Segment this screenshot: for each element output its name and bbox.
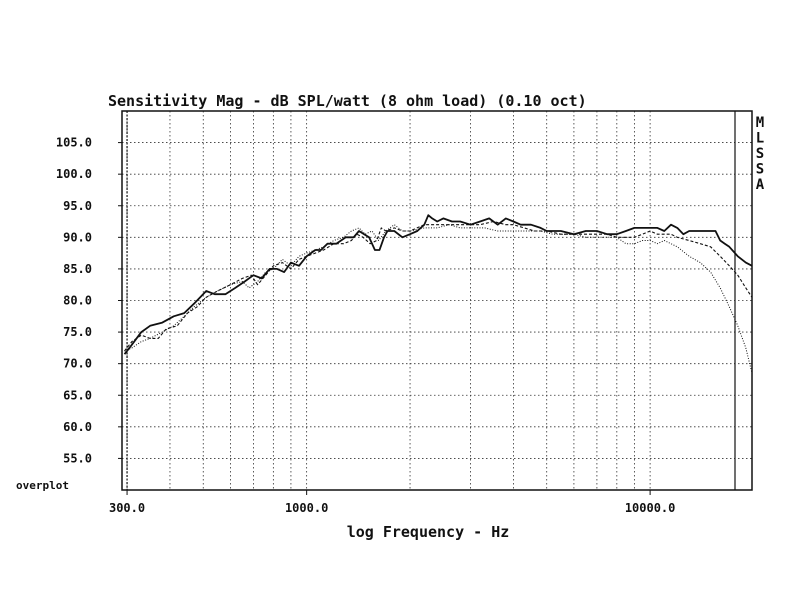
- y-tick-label: 105.0: [56, 136, 92, 150]
- y-tick-label: 75.0: [63, 325, 92, 339]
- plot-frame: [121, 110, 753, 491]
- grid-lines: [122, 111, 752, 490]
- x-tick-label: 1000.0: [285, 501, 328, 515]
- side-letter: S: [756, 162, 764, 178]
- series-line-3: [124, 224, 753, 374]
- side-letter: S: [756, 146, 764, 162]
- side-letter: M: [756, 115, 764, 131]
- y-tick-label: 70.0: [63, 357, 92, 371]
- series-line-1: [123, 214, 753, 355]
- y-tick-label: 55.0: [63, 451, 92, 465]
- x-tick-label: 10000.0: [625, 501, 676, 515]
- x-axis-ticks: 300.0 1000.0 10000.0: [109, 490, 675, 515]
- x-tick-label: 300.0: [109, 501, 145, 515]
- y-tick-label: 90.0: [63, 230, 92, 244]
- y-tick-label: 80.0: [63, 294, 92, 308]
- x-axis-label: log Frequency - Hz: [347, 523, 510, 541]
- chart-title: Sensitivity Mag - dB SPL/watt (8 ohm loa…: [108, 92, 587, 110]
- y-tick-label: 60.0: [63, 420, 92, 434]
- y-tick-label: 100.0: [56, 167, 92, 181]
- data-series: [123, 111, 753, 490]
- y-tick-label: 95.0: [63, 199, 92, 213]
- side-letter: A: [756, 177, 765, 193]
- y-axis-ticks: 105.0 100.0 95.0 90.0 85.0 80.0 75.0 70.0 65.0 60…: [56, 136, 122, 465]
- y-tick-label: 85.0: [63, 262, 92, 276]
- side-letter: L: [756, 131, 764, 147]
- y-tick-label: 65.0: [63, 388, 92, 402]
- overplot-label: overplot: [16, 479, 69, 492]
- series-line-2: [124, 220, 753, 352]
